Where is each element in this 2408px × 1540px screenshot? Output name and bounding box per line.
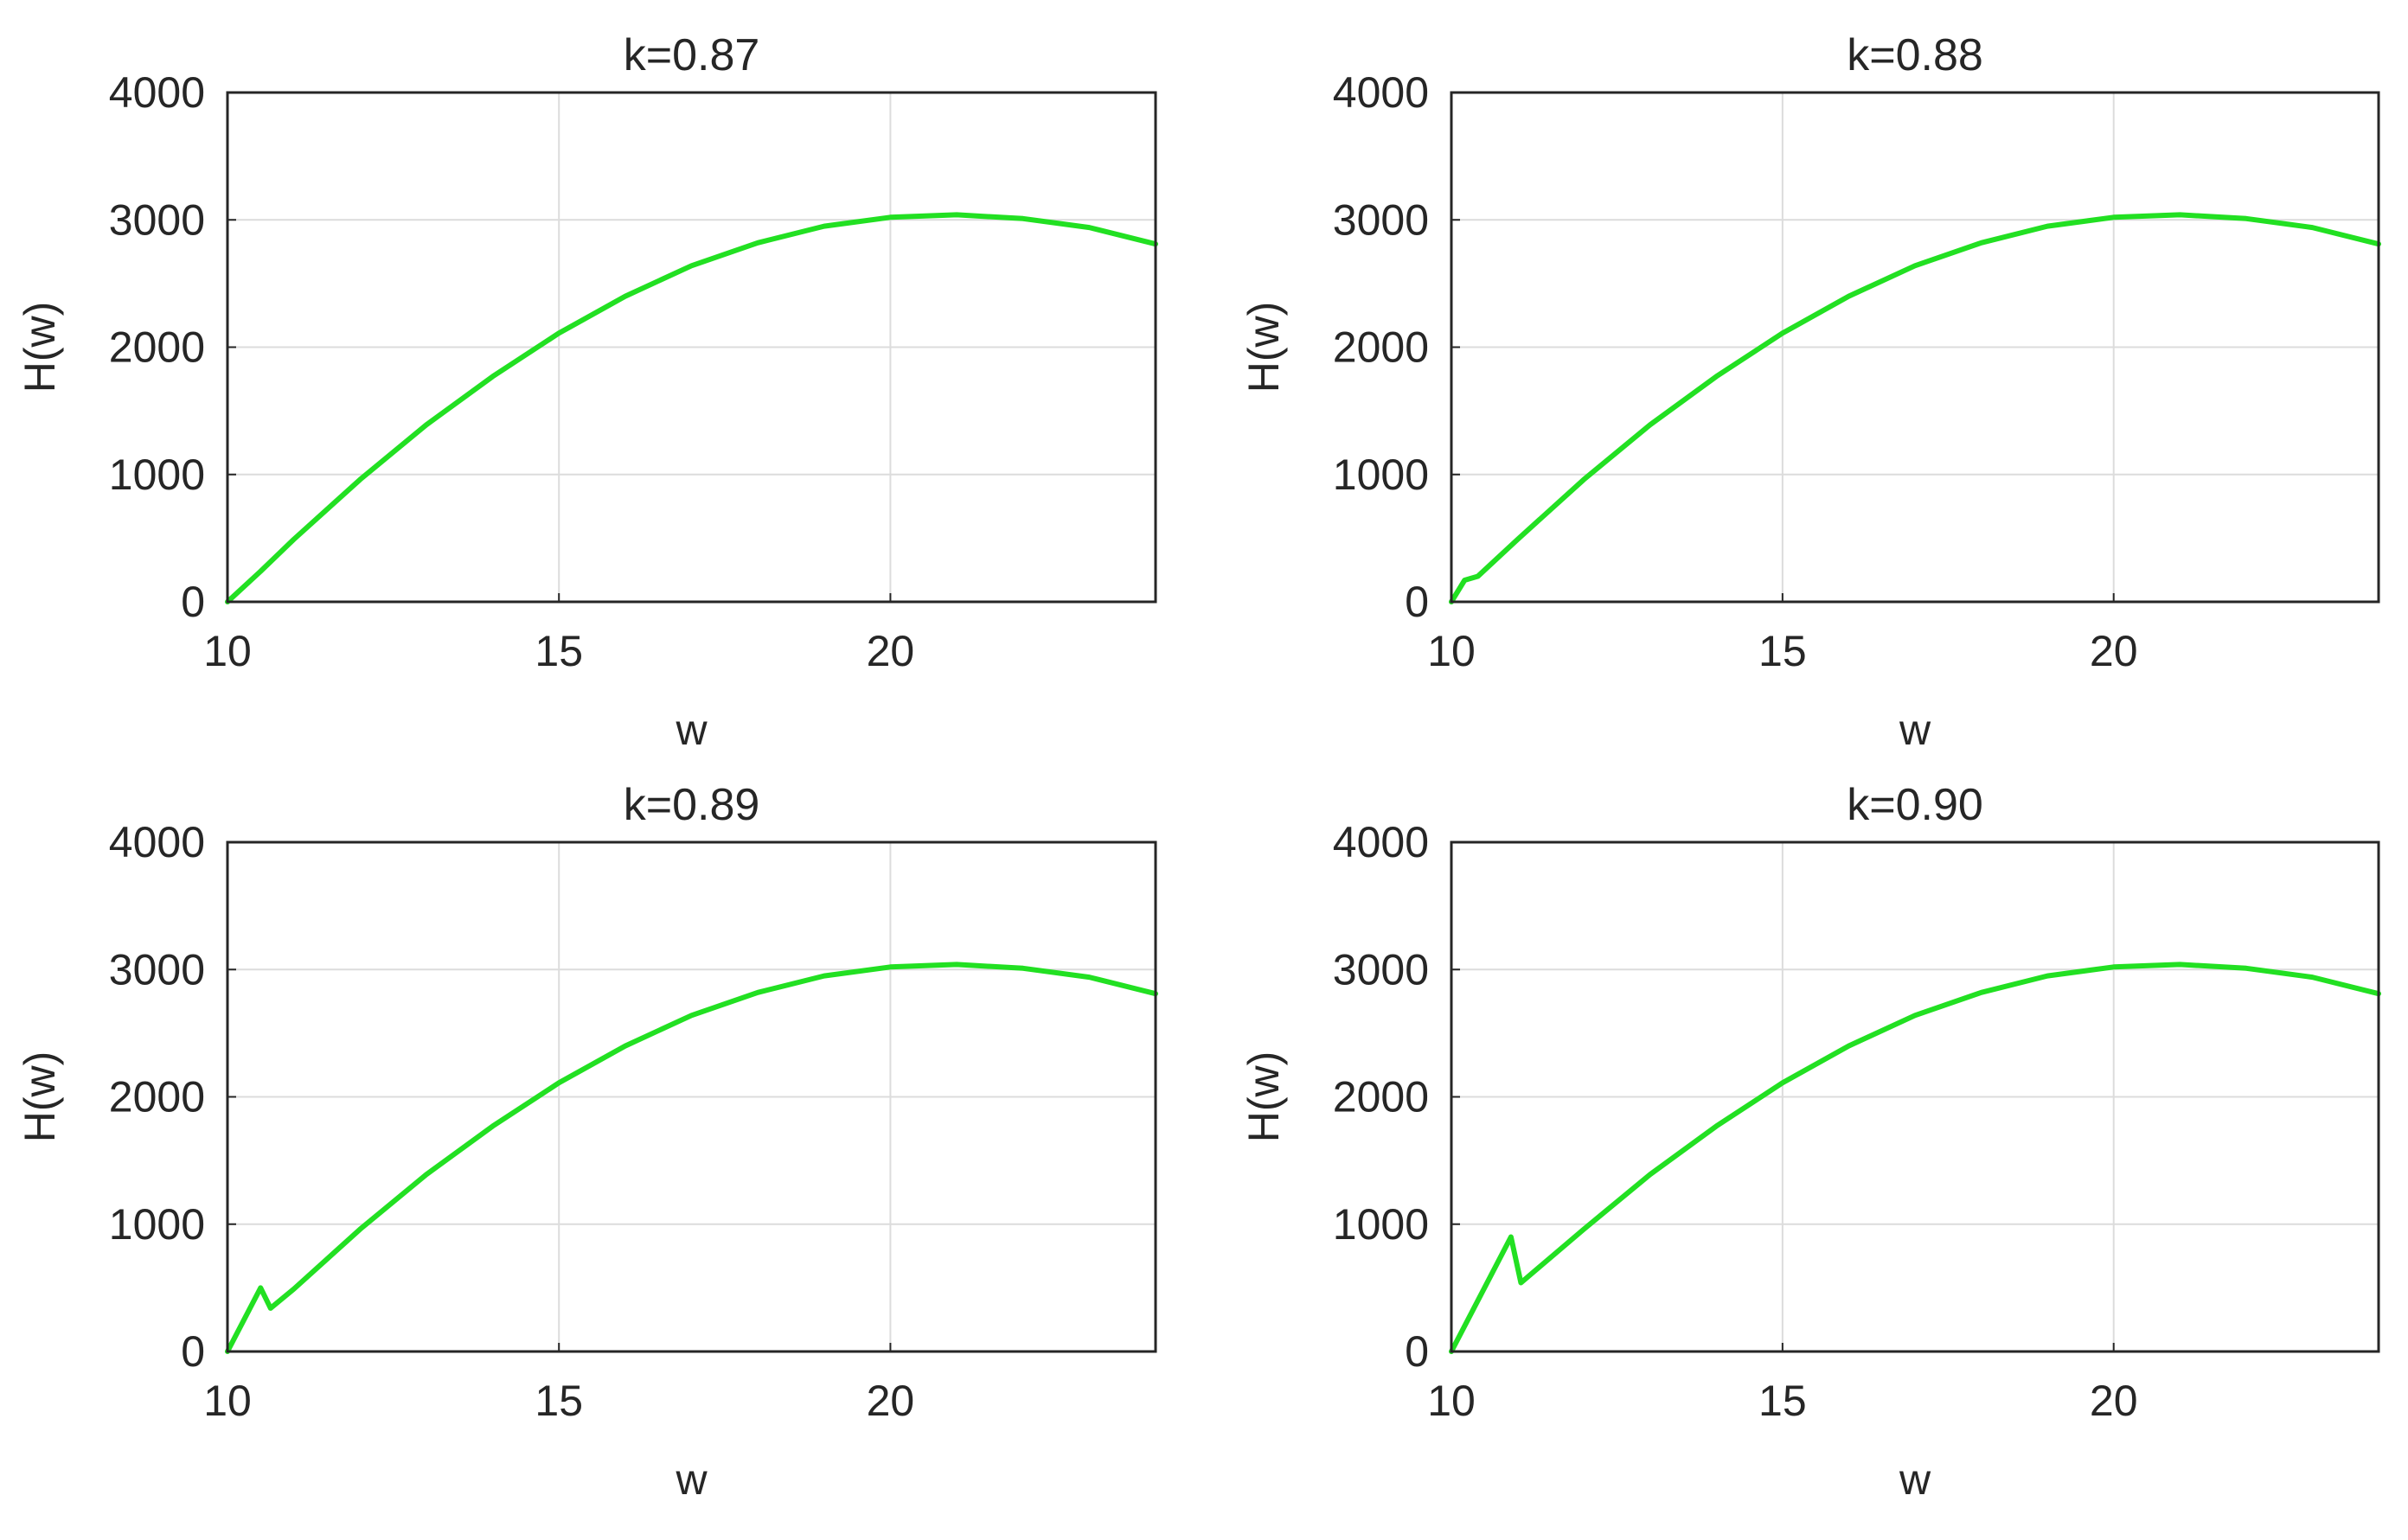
x-tick-label: 10 xyxy=(203,627,252,675)
x-tick-label: 10 xyxy=(203,1377,252,1425)
series-line xyxy=(1449,962,2381,1354)
y-tick-label: 0 xyxy=(1405,1327,1429,1376)
x-axis-label: w xyxy=(675,1455,708,1504)
subplot-title: k=0.87 xyxy=(624,30,760,80)
x-tick-label: 10 xyxy=(1427,1377,1476,1425)
subplot-title: k=0.88 xyxy=(1847,30,1983,80)
y-tick-label: 4000 xyxy=(1333,68,1429,117)
y-tick-label: 3000 xyxy=(109,945,205,994)
subplot-title: k=0.89 xyxy=(624,780,760,830)
y-axis-label: H(w) xyxy=(1239,1051,1288,1143)
y-tick-label: 1000 xyxy=(109,450,205,499)
subplot-4: 10 15 20 0 1000 2000 3000 4000 k=0.90 w H(w) xyxy=(1239,780,2381,1504)
y-tick-label: 0 xyxy=(1405,578,1429,626)
y-tick-label: 1000 xyxy=(1333,1200,1429,1249)
x-axis-label: w xyxy=(1899,1455,1931,1504)
y-tick-label: 2000 xyxy=(109,1073,205,1121)
y-tick-label: 1000 xyxy=(109,1200,205,1249)
subplot-3: 10 15 20 0 1000 2000 3000 4000 k=0.89 w H(w) xyxy=(16,780,1158,1504)
y-tick-label: 0 xyxy=(181,1327,205,1376)
x-tick-label: 20 xyxy=(867,627,915,675)
x-tick-label: 15 xyxy=(1758,627,1807,675)
y-tick-label: 3000 xyxy=(1333,195,1429,244)
x-tick-label: 20 xyxy=(867,1377,915,1425)
subplot-title: k=0.90 xyxy=(1847,780,1983,830)
x-axis-label: w xyxy=(1899,706,1931,754)
x-axis-label: w xyxy=(675,706,708,754)
x-tick-label: 20 xyxy=(2090,1377,2138,1425)
series-line xyxy=(225,962,1158,1354)
y-axis-label: H(w) xyxy=(1239,302,1288,393)
x-tick-label: 15 xyxy=(535,627,583,675)
x-tick-label: 15 xyxy=(1758,1377,1807,1425)
y-axis-label: H(w) xyxy=(16,302,64,393)
y-tick-label: 2000 xyxy=(1333,323,1429,372)
y-tick-label: 1000 xyxy=(1333,450,1429,499)
subplot-2: 10 15 20 0 1000 2000 3000 4000 k=0.88 w H(w) xyxy=(1239,30,2381,754)
x-tick-label: 15 xyxy=(535,1377,583,1425)
y-axis-label: H(w) xyxy=(16,1051,64,1143)
y-tick-label: 3000 xyxy=(109,195,205,244)
y-tick-label: 4000 xyxy=(1333,818,1429,866)
x-tick-label: 10 xyxy=(1427,627,1476,675)
x-tick-label: 20 xyxy=(2090,627,2138,675)
y-tick-label: 2000 xyxy=(109,323,205,372)
y-tick-label: 4000 xyxy=(109,818,205,866)
y-tick-label: 3000 xyxy=(1333,945,1429,994)
series-line xyxy=(225,212,1158,604)
subplot-1: 10 15 20 0 1000 2000 3000 4000 k=0.87 w H(w) xyxy=(16,30,1158,754)
y-tick-label: 2000 xyxy=(1333,1073,1429,1121)
series-line xyxy=(1449,212,2381,604)
y-tick-label: 0 xyxy=(181,578,205,626)
y-tick-label: 4000 xyxy=(109,68,205,117)
